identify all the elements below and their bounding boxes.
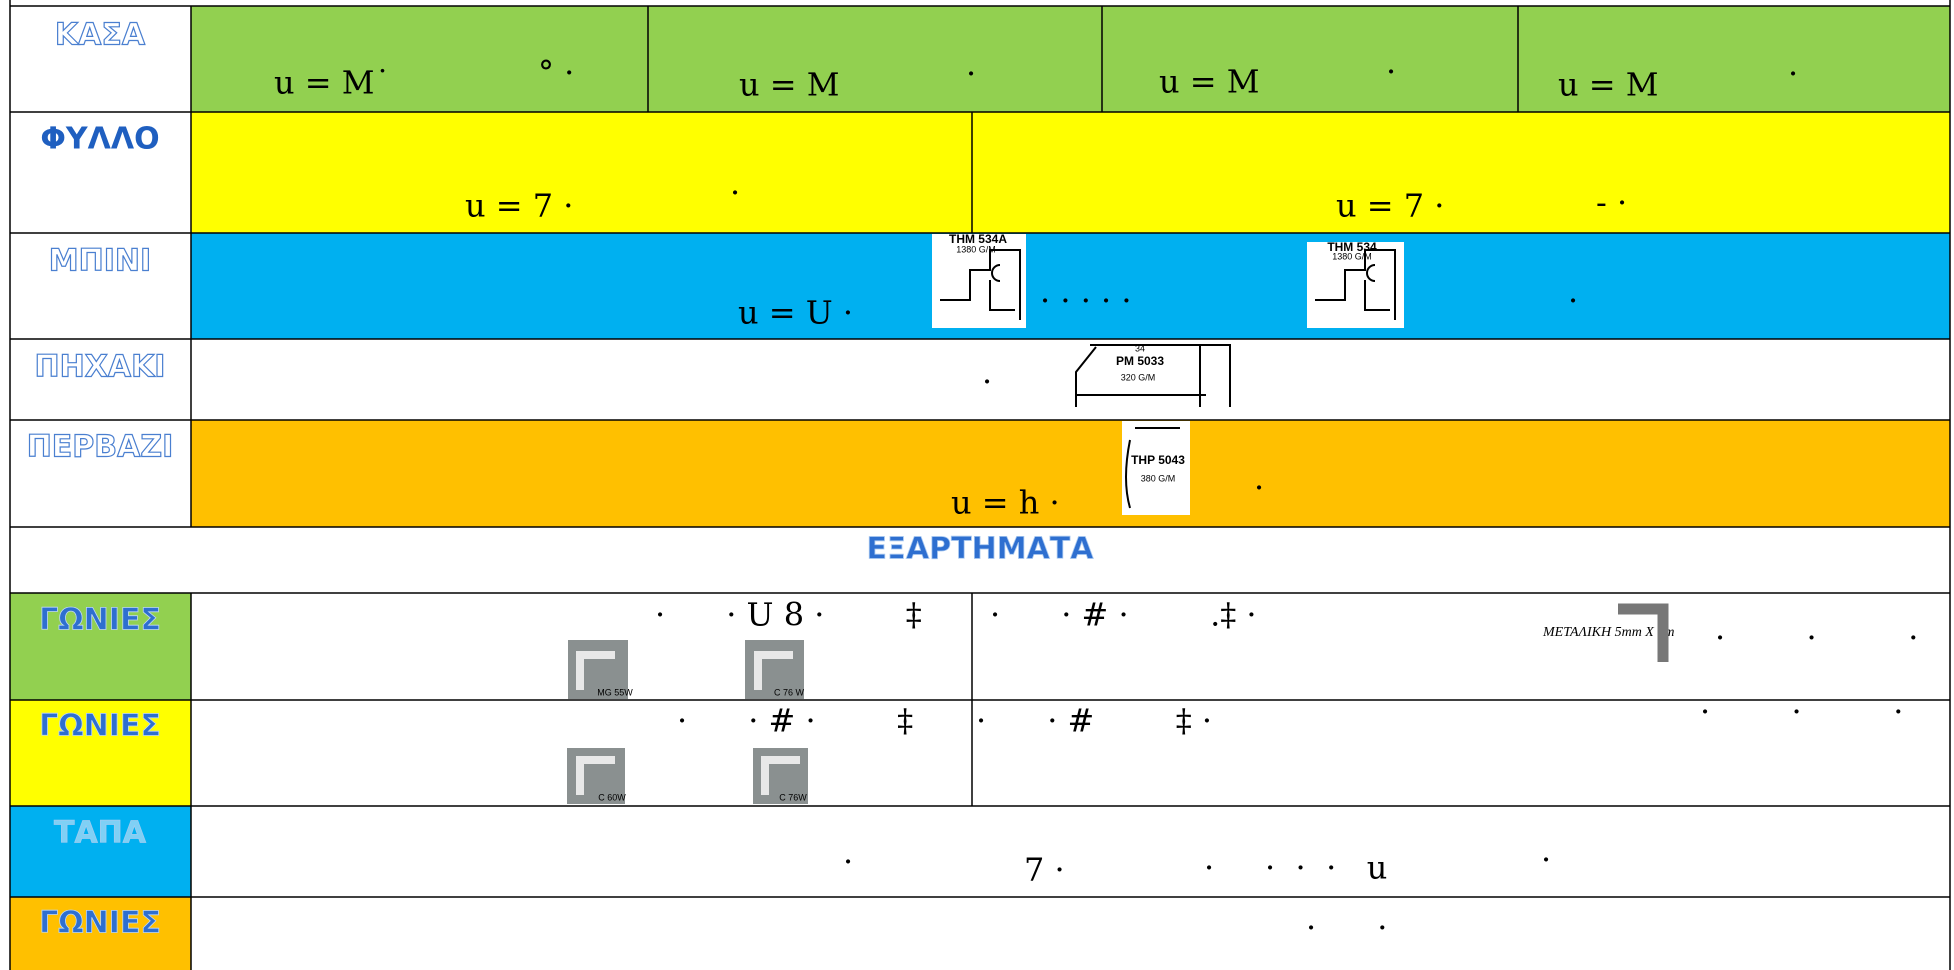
cell-text: u = 7 · <box>465 187 573 225</box>
cell-text: - · <box>1596 184 1627 222</box>
image-caption: THP 5043 <box>1131 453 1185 467</box>
row-label: ΦΥΛΛΟ <box>40 122 159 157</box>
row-bg <box>191 233 1950 339</box>
cell-text: · <box>1541 841 1551 879</box>
corner-image: MG 55W C 76 W C 60W C 76W <box>567 603 1669 804</box>
profile-image: THM 534 1380 G/M <box>1307 240 1404 328</box>
cell-text: ° · <box>538 54 574 92</box>
image-caption: MG 55W <box>597 687 633 697</box>
profile-image: THP 5043 380 G/M <box>1122 421 1190 515</box>
cell-text: · <box>1788 55 1798 93</box>
cell-text: · <box>982 363 992 401</box>
cell-text: · <box>1254 469 1264 507</box>
cell-text: · · # · .‡ · <box>990 596 1257 634</box>
image-caption: C 76 W <box>774 687 805 697</box>
image-caption: C 60W <box>598 792 626 802</box>
cell-text: · <box>730 174 740 212</box>
row-bg <box>191 420 1950 527</box>
image-caption: THM 534A <box>949 232 1007 246</box>
row-label: ΜΠΙΝΙ <box>49 244 151 279</box>
row-bg <box>191 6 1950 112</box>
cell-text: u = 7 · <box>1336 187 1444 225</box>
cell-text: · · # · ‡ <box>677 702 913 740</box>
image-caption: 1380 G/M <box>1332 251 1372 261</box>
section-title: ΕΞΑΡΤΗΜΑΤΑ <box>867 532 1095 567</box>
row-label: ΤΑΠΑ <box>54 816 147 851</box>
cell-text: · · <box>1306 909 1387 947</box>
label-bg <box>10 897 191 970</box>
image-caption: 1380 G/M <box>956 244 996 254</box>
cell-text: u = U · <box>738 294 853 332</box>
cell-text: · · # ‡ · <box>976 702 1212 740</box>
row-label: ΓΩΝΙΕΣ <box>39 709 161 744</box>
row-label: ΠΕΡΒΑΖΙ <box>27 430 174 465</box>
image-caption: 380 G/M <box>1141 473 1176 483</box>
image-caption: 34 <box>1135 343 1145 353</box>
cell-texts: u = M˙ ° · u = M · u = M · u = M · u = 7… <box>274 53 1918 947</box>
cell-text: · <box>1386 53 1396 91</box>
image-caption: C 76W <box>779 792 807 802</box>
image-caption: 320 G/M <box>1121 372 1156 382</box>
image-caption: THM 534 <box>1327 240 1377 254</box>
label-bg <box>10 806 191 897</box>
cell-text: · <box>843 843 853 881</box>
label-bg <box>10 593 191 700</box>
cell-text: ΜΕΤΑΛΙΚΗ 5mm X 1m <box>1542 625 1674 640</box>
cell-text: u = M <box>1159 63 1260 101</box>
row-label: ΠΗΧΑΚΙ <box>35 350 166 385</box>
table-grid <box>9 0 1951 970</box>
cell-text: u = M <box>1558 66 1659 104</box>
label-bg <box>10 700 191 806</box>
cell-text: · · · <box>1700 693 1903 731</box>
profile-image: THM 534A 1380 G/M <box>932 232 1026 328</box>
image-caption: PM 5033 <box>1116 354 1164 368</box>
cell-text: · <box>966 55 976 93</box>
cell-text: · · · <box>1715 619 1918 657</box>
profile-image: 34 PM 5033 320 G/M <box>1075 343 1231 407</box>
row-label: ΚΑΣΑ <box>55 18 146 53</box>
row-label: ΓΩΝΙΕΣ <box>39 906 161 941</box>
cell-text: 7 · <box>1024 851 1065 889</box>
cell-text: u = M <box>739 66 840 104</box>
row-label: ΓΩΝΙΕΣ <box>39 603 161 638</box>
row-bg <box>191 112 1950 233</box>
cell-text: · · · · · <box>1040 282 1132 320</box>
cell-text: · · U 8 · ‡ <box>655 596 922 634</box>
cell-text: u = M˙ <box>274 64 391 102</box>
cell-text: · <box>1568 282 1578 320</box>
cell-text: u = h · <box>951 484 1060 522</box>
cell-text: · · · · u <box>1204 849 1387 887</box>
